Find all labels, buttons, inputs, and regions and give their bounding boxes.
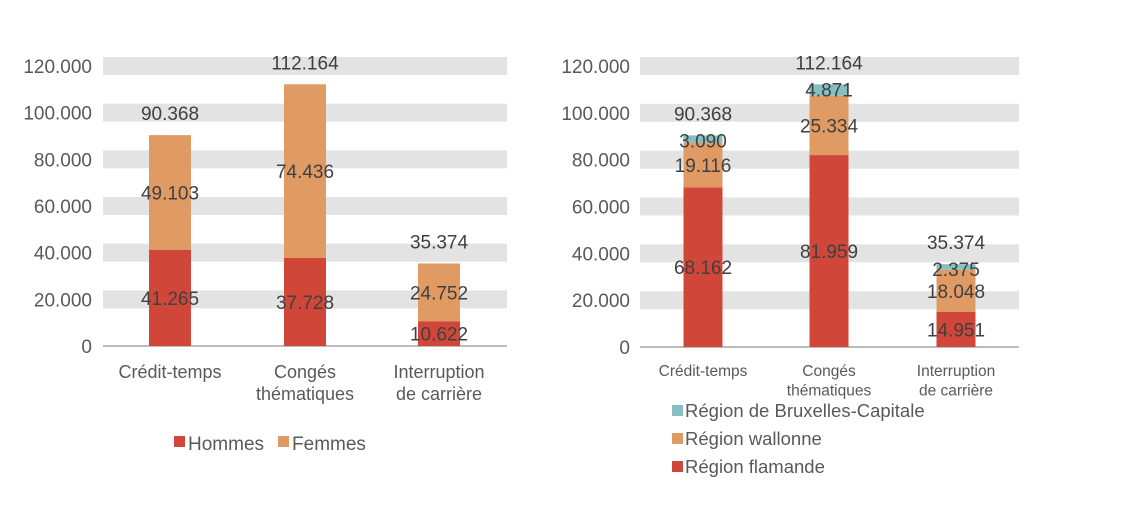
data-label: 10.622 — [410, 325, 468, 346]
legend-label: Région wallonne — [685, 428, 822, 449]
x-category-label: Crédit-temps — [118, 362, 221, 382]
total-label: 112.164 — [795, 53, 863, 74]
bar-segment — [809, 155, 849, 347]
y-tick-label: 100.000 — [23, 104, 92, 125]
y-tick-label: 80.000 — [572, 151, 630, 172]
x-category-label: Congés — [802, 363, 856, 380]
bar-segment — [683, 142, 723, 188]
bar-segment — [809, 95, 849, 156]
data-label: 4.871 — [805, 80, 853, 101]
total-label: 90.368 — [674, 104, 732, 125]
x-category-label: Interruption — [917, 363, 995, 380]
legend-label: Région flamande — [685, 456, 825, 477]
y-tick-label: 20.000 — [34, 290, 92, 311]
y-tick-label: 120.000 — [23, 57, 92, 78]
total-label: 112.164 — [271, 53, 339, 74]
bar-segment — [936, 269, 976, 312]
bar-segment — [284, 257, 326, 346]
data-label: 19.116 — [675, 156, 732, 177]
data-label: 3.090 — [679, 131, 727, 152]
total-label: 35.374 — [927, 233, 986, 254]
x-category-label: de carrière — [919, 383, 993, 400]
data-label: 24.752 — [410, 283, 468, 304]
data-label: 14.951 — [927, 320, 985, 341]
y-tick-label: 20.000 — [572, 291, 630, 312]
grid-band — [640, 57, 1019, 75]
legend-label: Région de Bruxelles-Capitale — [685, 400, 925, 421]
data-label: 2.375 — [932, 260, 980, 281]
data-label: 41.265 — [141, 289, 199, 310]
data-label: 37.728 — [276, 293, 334, 314]
data-label: 81.959 — [800, 242, 858, 263]
data-label: 49.103 — [141, 183, 199, 204]
y-tick-label: 0 — [619, 338, 630, 359]
x-category-label: thématiques — [256, 384, 354, 404]
y-tick-label: 40.000 — [34, 244, 92, 265]
bar-segment — [149, 135, 191, 250]
legend-swatch — [672, 461, 683, 472]
bar-segment — [149, 249, 191, 346]
bar-segment — [936, 264, 976, 270]
bar-segment — [418, 263, 460, 322]
chart-2: 0 20.000 40.000 60.000 80.000 100.000 120.000 6… — [561, 53, 1019, 477]
x-category-label: Congés — [274, 362, 336, 382]
legend-swatch — [672, 433, 683, 444]
bar-segment — [418, 321, 460, 346]
legend-label: Hommes — [188, 434, 264, 455]
legend: Région de Bruxelles-Capitale Région wallo… — [672, 400, 925, 477]
bar-segment — [683, 135, 723, 143]
x-category-label: Interruption — [393, 362, 484, 382]
y-tick-label: 0 — [81, 337, 92, 358]
y-tick-label: 100.000 — [561, 104, 630, 125]
x-category-label: de carrière — [396, 384, 482, 404]
total-label: 35.374 — [410, 232, 469, 253]
bar-segment — [683, 187, 723, 347]
legend-label: Femmes — [292, 434, 366, 455]
legend-swatch — [174, 436, 185, 447]
data-label: 74.436 — [276, 162, 334, 183]
y-tick-label: 40.000 — [572, 244, 630, 265]
data-label: 18.048 — [927, 282, 985, 303]
bar-segment — [284, 84, 326, 258]
legend-swatch — [672, 405, 683, 416]
data-label: 68.162 — [674, 258, 732, 279]
x-category-label: Crédit-temps — [659, 363, 748, 380]
bar-segment — [809, 84, 849, 96]
data-label: 25.334 — [800, 116, 859, 137]
y-tick-label: 80.000 — [34, 150, 92, 171]
chart-1: 0 20.000 40.000 60.000 80.000 100.000 120.000 4… — [23, 53, 507, 455]
bar-segment — [936, 311, 976, 347]
x-category-label: thématiques — [787, 383, 872, 400]
y-tick-label: 60.000 — [34, 197, 92, 218]
y-tick-label: 120.000 — [561, 57, 630, 78]
legend: Hommes Femmes — [174, 434, 366, 455]
y-tick-label: 60.000 — [572, 198, 630, 219]
grid-band — [103, 57, 507, 75]
total-label: 90.368 — [141, 104, 199, 125]
legend-swatch — [278, 436, 290, 447]
